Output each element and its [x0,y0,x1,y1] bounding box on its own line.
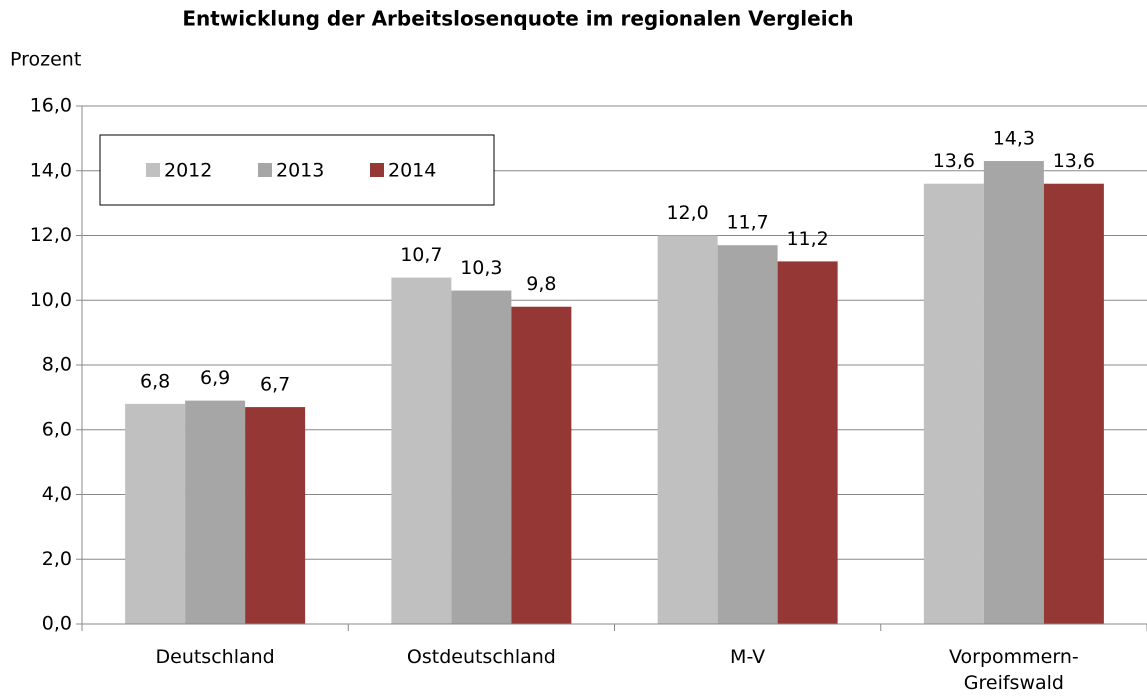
legend-swatch [146,163,160,177]
bar [511,306,572,624]
data-label: 6,9 [200,367,230,389]
data-label: 10,7 [400,244,442,266]
bar [125,403,186,624]
data-label: 11,2 [786,228,828,250]
y-tick-label: 10,0 [30,289,72,311]
legend-swatch [258,163,272,177]
y-tick-label: 2,0 [42,548,72,570]
y-tick-label: 8,0 [42,354,72,376]
legend-label: 2013 [276,160,324,182]
y-tick-label: 14,0 [30,159,72,181]
y-tick-label: 16,0 [30,95,72,117]
x-tick-label: Deutschland [155,646,275,668]
bar [777,261,838,624]
bar [391,277,452,624]
data-label: 6,7 [260,374,290,396]
data-label: 11,7 [726,212,768,234]
y-tick-label: 4,0 [42,483,72,505]
bar [451,290,512,624]
data-label: 9,8 [526,273,556,295]
bar [1043,183,1104,624]
y-axis-label: Prozent [10,49,81,71]
x-tick-label: Vorpommern-Greifswald [949,646,1079,694]
legend-label: 2014 [388,160,436,182]
legend-label: 2012 [164,160,212,182]
bar [983,161,1044,624]
legend-box [99,134,495,206]
y-tick-label: 6,0 [42,418,72,440]
data-label: 12,0 [666,202,708,224]
y-tick-label: 12,0 [30,224,72,246]
legend-swatch [370,163,384,177]
chart-title: Entwicklung der Arbeitslosenquote im reg… [182,7,853,31]
bar [185,400,246,624]
x-tick-label: Ostdeutschland [406,646,556,668]
bar [923,183,984,624]
x-tick-label: M-V [730,646,766,668]
data-label: 13,6 [1053,150,1095,172]
y-tick-label: 0,0 [42,613,72,635]
bar [717,245,778,624]
bar [245,407,306,624]
data-label: 6,8 [140,370,170,392]
data-label: 13,6 [933,150,975,172]
data-label: 10,3 [460,257,502,279]
data-label: 14,3 [993,128,1035,150]
bar [657,235,718,624]
